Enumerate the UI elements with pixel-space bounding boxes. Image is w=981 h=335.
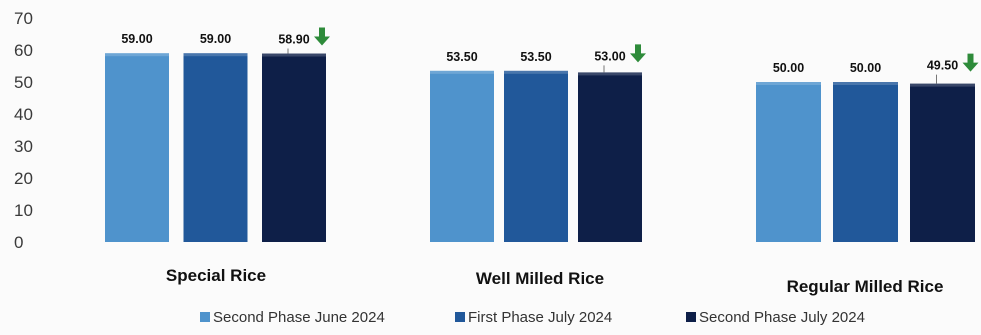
data-label: 53.50 — [446, 50, 477, 64]
y-tick-label: 0 — [14, 233, 23, 252]
category-label: Regular Milled Rice — [787, 277, 944, 296]
data-label: 53.50 — [520, 50, 551, 64]
y-tick-label: 10 — [14, 201, 33, 220]
legend-swatch — [686, 312, 696, 322]
y-tick-label: 30 — [14, 137, 33, 156]
bar — [262, 54, 326, 242]
bar-highlight — [430, 71, 494, 74]
y-tick-label: 60 — [14, 41, 33, 60]
decrease-arrow-icon — [630, 44, 646, 62]
bar — [504, 71, 568, 242]
data-label: 50.00 — [773, 61, 804, 75]
data-label: 59.00 — [121, 32, 152, 46]
bar-highlight — [105, 53, 169, 56]
bar — [578, 72, 642, 242]
bar — [756, 82, 821, 242]
data-label: 49.50 — [927, 59, 958, 73]
decrease-arrow-icon — [314, 28, 330, 46]
y-tick-label: 70 — [14, 9, 33, 28]
y-tick-label: 20 — [14, 169, 33, 188]
legend-swatch — [455, 312, 465, 322]
bar-highlight — [184, 53, 248, 56]
bar-highlight — [756, 82, 821, 85]
legend-label: Second Phase July 2024 — [699, 309, 865, 326]
bar-highlight — [833, 82, 898, 85]
bar — [430, 71, 494, 242]
data-label: 58.90 — [278, 33, 309, 47]
bar — [833, 82, 898, 242]
bar — [910, 84, 975, 242]
data-label: 50.00 — [850, 61, 881, 75]
bar-highlight — [910, 84, 975, 87]
decrease-arrow-icon — [963, 54, 979, 72]
bar-highlight — [578, 72, 642, 75]
bar — [105, 53, 169, 242]
bar-highlight — [504, 71, 568, 74]
category-label: Special Rice — [166, 266, 266, 285]
legend-swatch — [200, 312, 210, 322]
legend-label: Second Phase June 2024 — [213, 309, 385, 326]
bar — [184, 53, 248, 242]
data-label: 53.00 — [594, 49, 625, 63]
y-tick-label: 50 — [14, 73, 33, 92]
legend-label: First Phase July 2024 — [468, 309, 612, 326]
y-tick-label: 40 — [14, 105, 33, 124]
bar-highlight — [262, 54, 326, 57]
category-label: Well Milled Rice — [476, 269, 604, 288]
data-label: 59.00 — [200, 32, 231, 46]
